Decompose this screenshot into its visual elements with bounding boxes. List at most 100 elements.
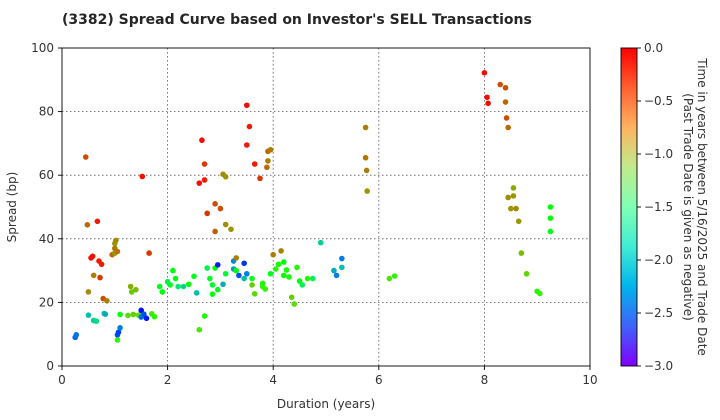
- scatter-point: [481, 70, 488, 76]
- scatter-point: [212, 201, 218, 207]
- scatter-point: [310, 275, 316, 282]
- scatter-point: [128, 289, 135, 295]
- scatter-point: [273, 266, 279, 272]
- scatter-point: [85, 312, 92, 318]
- scatter-point: [299, 282, 306, 288]
- scatter-point: [505, 124, 511, 131]
- scatter-point: [104, 298, 110, 304]
- colorbar-ticks: 0.0 −0.5 −1.0 −1.5 −2.0 −2.5 −3.0: [637, 41, 673, 373]
- scatter-point: [484, 94, 490, 101]
- scatter-point: [141, 311, 147, 317]
- scatter-point: [170, 267, 176, 274]
- plot-frame: [61, 47, 591, 367]
- scatter-points: [72, 70, 554, 343]
- scatter-point: [156, 283, 163, 290]
- scatter-point: [503, 115, 510, 121]
- scatter-point: [241, 275, 247, 282]
- scatter-point: [246, 123, 253, 130]
- scatter-point: [175, 283, 181, 290]
- colorbar-tick-label: −2.0: [644, 253, 673, 267]
- scatter-point: [204, 265, 210, 271]
- scatter-point: [180, 283, 187, 290]
- scatter-point: [84, 222, 91, 228]
- scatter-point: [146, 250, 152, 256]
- scatter-point: [280, 259, 287, 265]
- scatter-point: [291, 301, 298, 307]
- scatter-point: [117, 311, 123, 318]
- scatter-point: [127, 283, 134, 290]
- colorbar-tick-label: −2.5: [644, 306, 673, 320]
- y-tick-label: 40: [39, 232, 54, 246]
- y-axis-label: Spread (bp): [5, 172, 19, 243]
- y-tick-label: 0: [46, 359, 54, 373]
- scatter-point: [275, 261, 282, 268]
- scatter-point: [207, 275, 213, 282]
- scatter-point: [537, 290, 543, 297]
- scatter-point: [508, 205, 514, 212]
- scatter-point: [244, 102, 250, 109]
- scatter-point: [193, 290, 200, 296]
- scatter-point: [90, 272, 97, 279]
- scatter-point: [98, 261, 105, 268]
- scatter-point: [502, 84, 509, 91]
- scatter-point: [143, 315, 150, 322]
- colorbar: [621, 48, 637, 366]
- scatter-point: [209, 282, 216, 288]
- scatter-point: [485, 100, 491, 107]
- scatter-point: [199, 137, 205, 144]
- scatter-point: [386, 275, 393, 282]
- scatter-point: [283, 267, 290, 273]
- scatter-point: [201, 313, 208, 319]
- scatter-point: [201, 177, 208, 183]
- scatter-point: [73, 332, 80, 338]
- scatter-point: [85, 289, 92, 295]
- colorbar-tick-label: −3.0: [644, 359, 673, 373]
- scatter-point: [259, 280, 266, 287]
- scatter-point: [114, 248, 121, 255]
- scatter-point: [94, 218, 101, 225]
- scatter-point: [547, 204, 554, 210]
- x-tick-label: 2: [164, 373, 172, 387]
- scatter-point: [204, 210, 210, 217]
- scatter-point: [241, 260, 247, 267]
- scatter-point: [130, 311, 137, 318]
- y-tick-label: 60: [39, 168, 54, 182]
- scatter-point: [331, 267, 337, 274]
- scatter-point: [339, 255, 345, 262]
- scatter-point: [515, 218, 522, 225]
- scatter-point: [167, 282, 174, 288]
- scatter-point: [209, 291, 216, 297]
- scatter-point: [363, 167, 370, 174]
- x-tick-label: 6: [375, 373, 383, 387]
- scatter-point: [280, 272, 287, 279]
- scatter-point: [196, 180, 203, 186]
- scatter-point: [222, 270, 229, 277]
- scatter-point: [262, 286, 269, 292]
- scatter-point: [362, 154, 369, 161]
- scatter-point: [364, 188, 370, 194]
- x-tick-label: 0: [58, 373, 66, 387]
- scatter-point: [236, 272, 242, 279]
- scatter-point: [497, 81, 504, 88]
- scatter-point: [286, 274, 292, 280]
- scatter-point: [196, 326, 203, 333]
- scatter-point: [228, 226, 234, 233]
- scatter-point: [89, 253, 96, 260]
- grid-lines: [62, 48, 590, 366]
- scatter-point: [510, 193, 517, 199]
- chart-title: (3382) Spread Curve based on Investor's …: [62, 12, 532, 28]
- colorbar-tick-label: 0.0: [644, 41, 663, 55]
- scatter-point: [222, 173, 229, 180]
- scatter-point: [502, 99, 509, 105]
- colorbar-tick-label: −1.0: [644, 147, 673, 161]
- colorbar-tick-label: −0.5: [644, 94, 673, 108]
- scatter-point: [251, 161, 258, 167]
- scatter-point: [222, 221, 229, 228]
- scatter-point: [217, 205, 224, 212]
- x-tick-label: 8: [481, 373, 489, 387]
- scatter-point: [278, 248, 284, 254]
- scatter-point: [115, 329, 122, 336]
- colorbar-tick-label: −1.5: [644, 200, 673, 214]
- scatter-point: [133, 286, 139, 293]
